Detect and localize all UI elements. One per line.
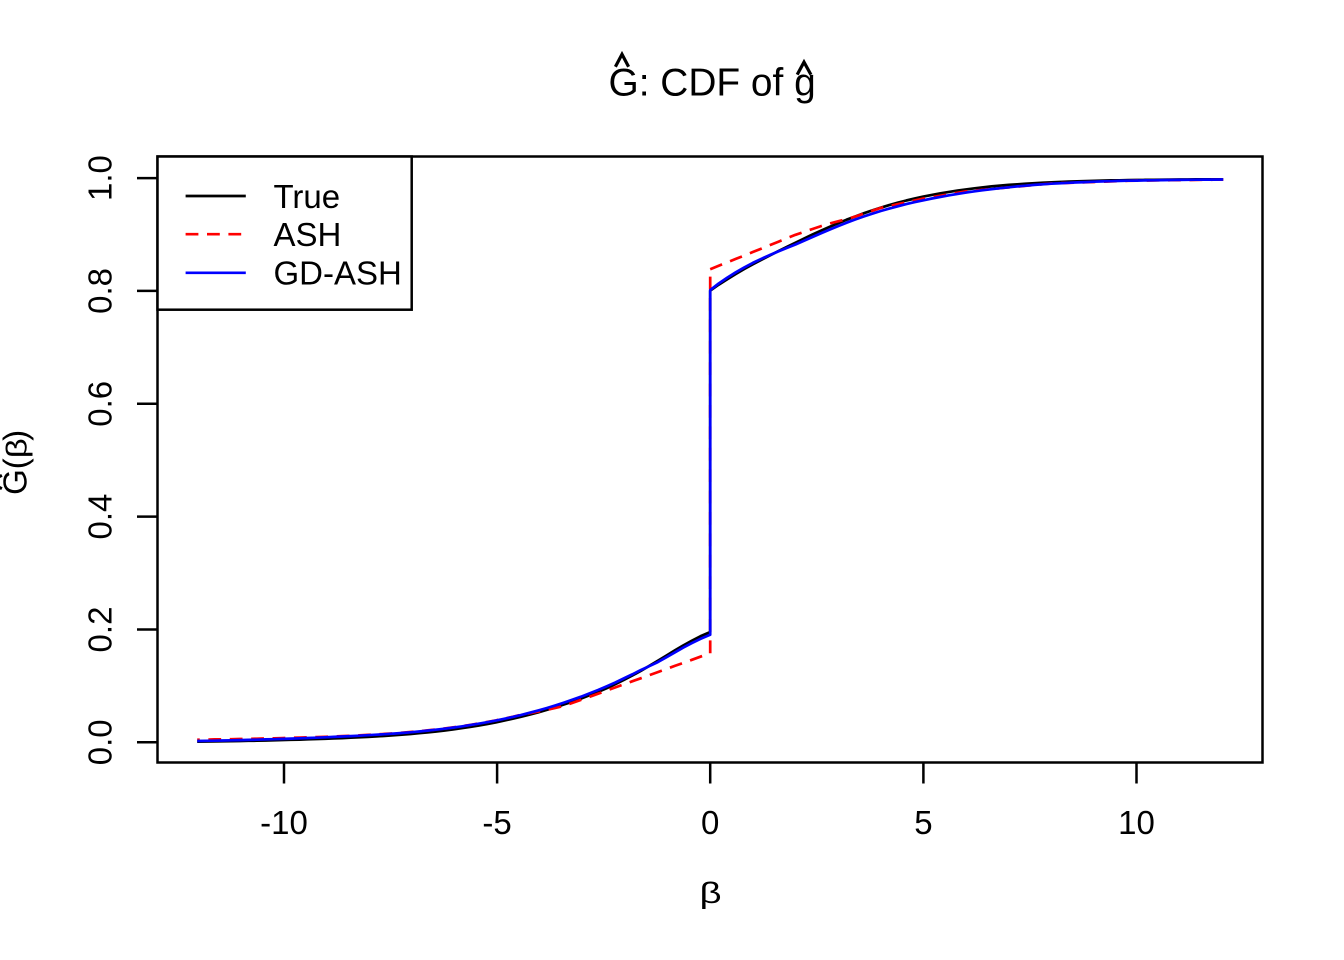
svg-text:G(: G(	[0, 458, 34, 495]
svg-text:0.6: 0.6	[82, 381, 119, 427]
svg-text:β: β	[0, 438, 33, 458]
svg-text:0.2: 0.2	[82, 607, 119, 653]
svg-text:G: CDF of g: G: CDF of g	[609, 62, 816, 105]
svg-text:True: True	[274, 178, 341, 215]
svg-text:0: 0	[701, 804, 719, 841]
svg-text:β: β	[700, 877, 722, 910]
svg-text:10: 10	[1118, 804, 1155, 841]
svg-text:0.8: 0.8	[82, 268, 119, 314]
svg-text:5: 5	[914, 804, 932, 841]
svg-text:GD-ASH: GD-ASH	[274, 255, 402, 292]
svg-text:0.0: 0.0	[82, 719, 119, 765]
svg-text:-5: -5	[482, 804, 511, 841]
svg-text:): )	[0, 430, 34, 441]
svg-text:ASH: ASH	[274, 216, 342, 253]
svg-text:0.4: 0.4	[82, 494, 119, 540]
svg-text:-10: -10	[260, 804, 308, 841]
svg-text:1.0: 1.0	[82, 155, 119, 201]
